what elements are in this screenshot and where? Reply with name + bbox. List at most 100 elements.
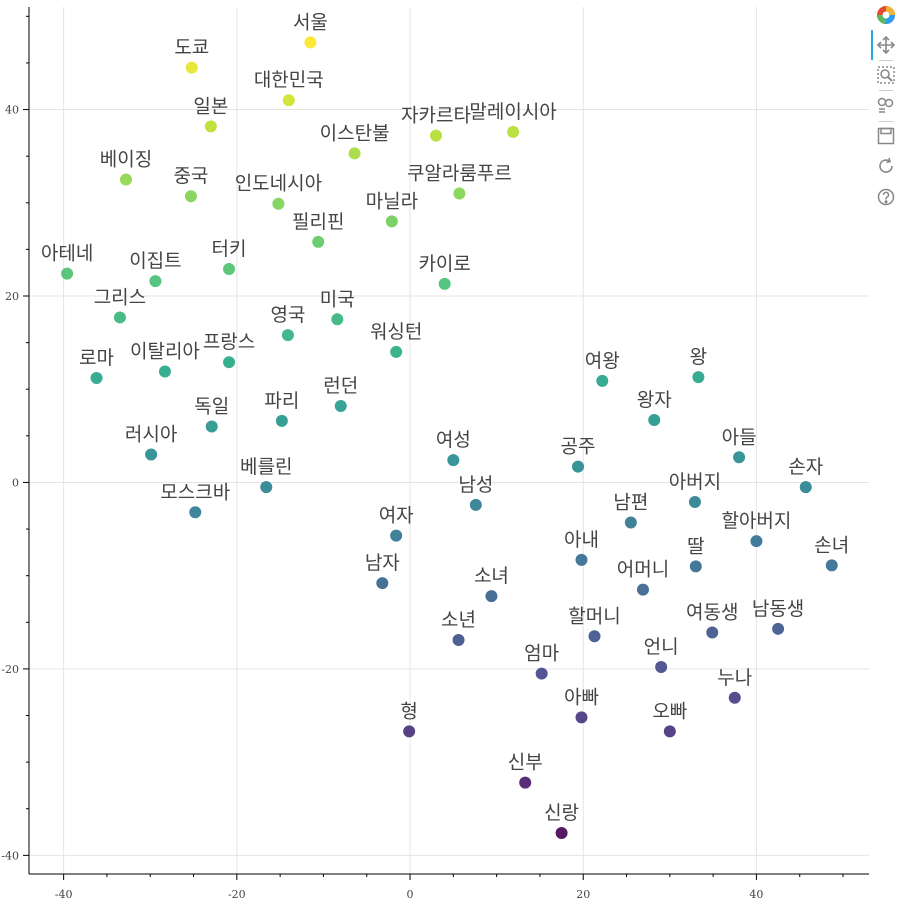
point-label: 왕자 — [637, 389, 672, 411]
y-tick-label: 20 — [5, 290, 19, 303]
bokeh-logo-icon[interactable] — [876, 5, 896, 25]
scatter-point[interactable] — [223, 262, 236, 275]
scatter-point[interactable] — [145, 448, 158, 461]
scatter-point[interactable] — [61, 267, 74, 280]
scatter-point[interactable] — [385, 215, 398, 228]
point-label: 이집트 — [129, 250, 181, 272]
scatter-point[interactable] — [648, 413, 661, 426]
scatter-point[interactable] — [535, 667, 548, 680]
y-tick-label: -20 — [1, 663, 19, 676]
scatter-point[interactable] — [469, 498, 482, 511]
scatter-point[interactable] — [772, 622, 785, 635]
scatter-point[interactable] — [750, 535, 763, 548]
point-label: 남성 — [458, 474, 493, 496]
scatter-point[interactable] — [728, 691, 741, 704]
point-label: 여동생 — [686, 602, 738, 624]
scatter-point[interactable] — [438, 277, 451, 290]
scatter-point[interactable] — [376, 577, 389, 590]
scatter-point[interactable] — [692, 371, 705, 384]
point-label: 필리핀 — [292, 211, 344, 233]
scatter-point[interactable] — [90, 372, 103, 385]
scatter-point[interactable] — [452, 634, 465, 647]
scatter-point[interactable] — [184, 190, 197, 203]
point-label: 아빠 — [564, 686, 599, 708]
point-label: 일본 — [193, 95, 228, 117]
scatter-point[interactable] — [733, 451, 746, 464]
scatter-point[interactable] — [624, 516, 637, 529]
scatter-point[interactable] — [282, 94, 295, 107]
reset-tool-icon[interactable] — [876, 156, 896, 176]
scatter-point[interactable] — [688, 496, 701, 509]
point-label: 이스탄불 — [320, 122, 390, 144]
point-label: 손녀 — [814, 534, 849, 556]
point-label: 베이징 — [100, 148, 152, 170]
point-label: 자카르타 — [401, 105, 471, 127]
point-label: 대한민국 — [254, 69, 324, 91]
point-label: 남자 — [365, 552, 400, 574]
scatter-point[interactable] — [275, 414, 288, 427]
scatter-point[interactable] — [825, 559, 838, 572]
scatter-point[interactable] — [706, 626, 719, 639]
scatter-point[interactable] — [689, 560, 702, 573]
scatter-point[interactable] — [390, 345, 403, 358]
scatter-point[interactable] — [555, 826, 568, 839]
x-tick-label: -40 — [55, 888, 73, 900]
scatter-point[interactable] — [430, 129, 443, 142]
scatter-point[interactable] — [304, 36, 317, 49]
point-label: 미국 — [320, 288, 355, 310]
point-label: 여자 — [379, 505, 414, 527]
point-label: 할아버지 — [721, 510, 791, 532]
point-label: 마닐라 — [366, 190, 418, 212]
scatter-point[interactable] — [334, 400, 347, 413]
scatter-point[interactable] — [189, 506, 202, 519]
point-label: 여왕 — [585, 350, 620, 372]
point-label: 파리 — [264, 390, 299, 412]
pan-tool-icon[interactable] — [876, 35, 896, 55]
scatter-point[interactable] — [331, 313, 344, 326]
scatter-point[interactable] — [185, 61, 198, 74]
scatter-point[interactable] — [149, 275, 162, 288]
scatter-point[interactable] — [799, 481, 812, 494]
box-zoom-tool-icon[interactable] — [876, 65, 896, 85]
scatter-point[interactable] — [596, 374, 609, 387]
point-label: 아들 — [722, 426, 757, 448]
scatter-point[interactable] — [575, 711, 588, 724]
scatter-point[interactable] — [588, 630, 601, 643]
scatter-point[interactable] — [403, 725, 416, 738]
scatter-point[interactable] — [158, 365, 171, 378]
scatter-point[interactable] — [453, 187, 466, 200]
scatter-point[interactable] — [312, 235, 325, 248]
scatter-point[interactable] — [119, 173, 132, 186]
point-label: 누나 — [717, 667, 752, 689]
scatter-point[interactable] — [663, 725, 676, 738]
wheel-zoom-tool-icon[interactable] — [876, 96, 896, 116]
point-label: 공주 — [561, 436, 596, 458]
scatter-point[interactable] — [572, 460, 585, 473]
x-tick-label: 0 — [407, 888, 414, 900]
scatter-point[interactable] — [447, 454, 460, 467]
scatter-point[interactable] — [485, 590, 498, 603]
scatter-point[interactable] — [575, 553, 588, 566]
scatter-point[interactable] — [204, 120, 217, 133]
help-tool-icon[interactable] — [876, 187, 896, 207]
scatter-point[interactable] — [205, 420, 218, 433]
scatter-point[interactable] — [636, 583, 649, 596]
save-tool-icon[interactable] — [876, 126, 896, 146]
point-label: 딸 — [687, 535, 704, 557]
scatter-point[interactable] — [223, 356, 236, 369]
scatter-point[interactable] — [113, 311, 126, 324]
scatter-point[interactable] — [260, 481, 273, 494]
scatter-point[interactable] — [507, 125, 520, 138]
point-label: 이탈리아 — [130, 341, 200, 363]
plot-toolbar — [871, 0, 900, 230]
point-label: 엄마 — [524, 643, 559, 665]
scatter-point[interactable] — [272, 197, 285, 210]
scatter-point[interactable] — [655, 661, 668, 674]
scatter-point[interactable] — [348, 147, 361, 160]
scatter-point[interactable] — [390, 529, 403, 542]
y-tick-label: 0 — [12, 476, 19, 489]
scatter-point[interactable] — [281, 329, 294, 342]
scatter-point[interactable] — [519, 776, 532, 789]
point-label: 아내 — [564, 529, 599, 551]
